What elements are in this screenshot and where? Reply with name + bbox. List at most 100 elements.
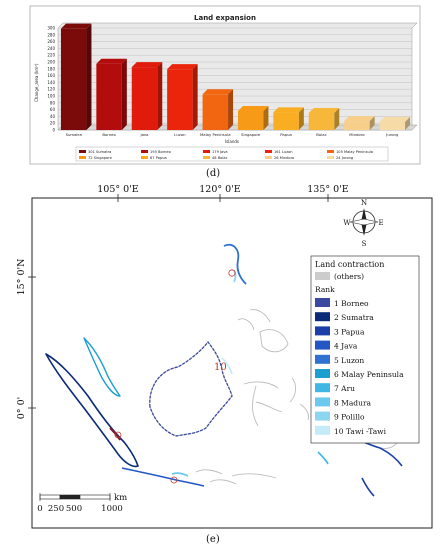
caption-d: (d) [206, 168, 221, 179]
bar [96, 58, 127, 131]
bar-side [334, 108, 340, 130]
y-tick-label: 220 [47, 53, 55, 58]
bar-face [202, 94, 229, 130]
bar-side [228, 89, 234, 130]
bar-top [237, 105, 269, 111]
legend-entry: 48 Bolac [212, 156, 228, 160]
bar-side [157, 62, 163, 130]
bar [167, 64, 198, 130]
y-tick-label: 240 [47, 46, 55, 51]
bar [60, 23, 92, 130]
compass-w: W [343, 219, 351, 227]
land-contraction-panel: 105° 0'E 120° 0'E 135° 0'E 15° 0'N 0° 0' [0, 182, 440, 550]
bar-top [308, 108, 340, 113]
bar-side [405, 116, 411, 130]
legend-rank-label: 10 Tawi -Tawi [334, 427, 387, 436]
bar-side [298, 107, 304, 130]
legend-rank-label: 6 Malay Peninsula [334, 370, 404, 379]
y-tick-label: 80 [50, 100, 56, 105]
bar-face [167, 69, 193, 130]
legend-box [75, 146, 389, 162]
legend-rank-swatch [315, 326, 330, 336]
scale-bar: 0 250 500 1000 km [37, 493, 127, 514]
lon-label-105: 105° 0'E [97, 184, 139, 195]
legend-entry: 179 Java [212, 150, 228, 154]
y-tick-label: 0 [52, 128, 55, 133]
bar-side [263, 105, 269, 130]
scale-tick-0: 0 [37, 504, 42, 514]
land-contraction-map: 105° 0'E 120° 0'E 135° 0'E 15° 0'N 0° 0' [16, 184, 433, 529]
bar-series [60, 23, 411, 131]
legend-rank-swatch [315, 340, 330, 350]
x-tick-label: Papua [280, 132, 292, 137]
scale-tick-250: 250 [48, 504, 64, 514]
x-axis-label: Islands [225, 139, 239, 144]
bar [131, 62, 163, 130]
x-tick-label: Mindoro [349, 132, 365, 137]
land-expansion-panel: Land expansion Sumatra Borneo Java Luzon Mal… [0, 0, 440, 180]
bar-top [344, 116, 375, 122]
bar-face [273, 112, 299, 130]
legend-others-swatch [315, 272, 330, 280]
legend-rank-items: 1 Borneo 2 Sumatra 3 Papua 4 Java 5 Luzon 6 M… [315, 298, 404, 436]
bar [344, 116, 375, 130]
x-tick-label: Jurong [385, 132, 399, 137]
legend-entry: 67 Papua [150, 156, 167, 160]
x-tick-label: Java [139, 132, 148, 137]
scale-unit: km [114, 493, 127, 503]
x-tick-label: Sumatra [66, 132, 82, 137]
legend-rank-label: 4 Java [334, 342, 358, 351]
bar-top [273, 107, 304, 113]
legend-rank-label: 5 Luzon [334, 356, 364, 365]
legend-swatch [265, 156, 272, 159]
scale-tick-1000: 1000 [101, 504, 123, 514]
bar-top [96, 58, 127, 64]
legend-swatch [265, 150, 272, 153]
bar-side [121, 58, 127, 131]
bar-face [308, 113, 335, 130]
legend-swatch [79, 156, 86, 159]
y-tick-label: 140 [47, 80, 55, 85]
legend-swatch [327, 156, 334, 159]
bar-top [202, 89, 234, 95]
legend-entry: 24 Jurong [336, 156, 353, 160]
lat-label-0: 0° 0' [16, 397, 27, 419]
y-tick-label: 120 [47, 87, 55, 92]
java-marker [170, 476, 178, 484]
luzon-marker [228, 269, 236, 277]
borneo-contraction [149, 341, 233, 437]
x-tick-label: Borneo [102, 132, 116, 137]
legend-rank-label: 2 Sumatra [334, 313, 374, 322]
x-tick-label: Malay Peninsula [200, 132, 231, 137]
legend-rank-label: 8 Madura [334, 398, 372, 407]
legend-swatch [203, 150, 210, 153]
legend-entry: 72 Singapore [88, 156, 113, 160]
legend-rank-label: 1 Borneo [334, 299, 369, 308]
legend-rank-label: Rank [315, 285, 335, 294]
compass-n: N [361, 199, 367, 207]
legend-entry: 105 Malay Peninsula [336, 150, 373, 154]
y-tick-label: 160 [47, 73, 55, 78]
bar-face [237, 110, 264, 130]
rank-10-annotation: 10 [214, 362, 227, 373]
land-expansion-chart: Land expansion Sumatra Borneo Java Luzon Mal… [29, 5, 421, 165]
legend-swatch [79, 150, 86, 153]
y-tick-label: 200 [47, 60, 55, 65]
lat-label-15n: 15° 0'N [16, 259, 27, 296]
bar-face [96, 63, 122, 131]
sumatra-contraction [45, 353, 139, 468]
y-tick-label: 180 [47, 66, 55, 71]
malay-peninsula-contraction [83, 337, 121, 397]
y-tick-label: 60 [50, 107, 56, 112]
legend-rank-swatch [315, 425, 330, 435]
legend-rank-swatch [315, 298, 330, 307]
aru-contraction [317, 451, 329, 465]
papua-south-contraction [361, 477, 375, 497]
y-tick-label: 20 [50, 121, 56, 126]
legend-swatch [141, 150, 148, 153]
bar [308, 108, 340, 130]
legend-entry: 301 Sumatra [88, 150, 111, 154]
legend-rank-label: 3 Papua [334, 327, 365, 336]
bar-face [379, 121, 406, 130]
